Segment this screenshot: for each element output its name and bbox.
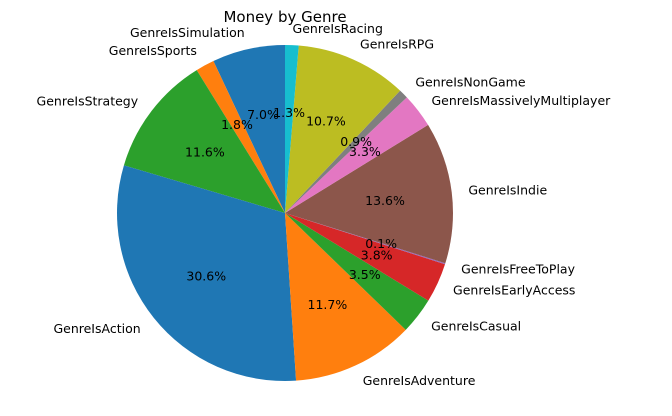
pie-percent-label: 10.7% <box>306 113 346 128</box>
pie-percent-label: 30.6% <box>186 268 226 283</box>
pie-slice-genreisrpg <box>285 45 401 214</box>
pie-category-labels: GenreIsSimulation GenreIsSports GenreIsStr… <box>37 21 612 388</box>
pie-category-label: GenreIsAdventure <box>363 373 476 388</box>
pie-slice-genreisaction <box>117 165 297 381</box>
pie-percent-label: 11.7% <box>308 297 348 312</box>
pie-category-label: GenreIsSimulation <box>130 25 245 40</box>
pie-slice-genreisadventure <box>285 213 406 381</box>
pie-slice-genreissimulation <box>213 45 285 213</box>
pie-slice-genreisindie <box>285 124 453 264</box>
pie-slices <box>117 44 453 381</box>
pie-category-label: GenreIsRacing <box>293 21 383 36</box>
pie-category-label: GenreIsIndie <box>468 183 547 198</box>
pie-percent-label: 3.5% <box>349 267 381 282</box>
pie-percent-label: 11.6% <box>185 144 225 159</box>
pie-category-label: GenreIsSports <box>109 43 197 58</box>
pie-category-label: GenreIsEarlyAccess <box>453 282 575 297</box>
pie-category-label: GenreIsNonGame <box>415 75 525 90</box>
pie-category-label: GenreIsAction <box>53 321 140 336</box>
pie-category-label: GenreIsFreeToPlay <box>461 261 575 276</box>
pie-category-label: GenreIsCasual <box>431 319 521 334</box>
pie-percent-label: 3.8% <box>361 247 393 262</box>
pie-percent-label: 3.3% <box>349 144 381 159</box>
pie-slice-genreisfreetoplay <box>285 213 446 265</box>
pie-slice-genreisracing <box>285 44 299 213</box>
pie-slice-genreisnongame <box>285 90 407 213</box>
pie-slice-genreissports <box>196 61 285 213</box>
pie-percent-labels: 7.0%1.8% 11.6% 30.6% 11.7%3.5% 3.8%0.1% 13.6%… <box>185 105 405 312</box>
chart-title: Money by Genre <box>223 8 346 26</box>
pie-slice-genreiscasual <box>285 213 429 330</box>
pie-percent-label: 1.3% <box>273 105 305 120</box>
pie-slice-genreismassivelymultiplayer <box>285 97 429 213</box>
pie-percent-label: 1.8% <box>221 117 253 132</box>
pie-slice-genreisstrategy <box>123 70 285 213</box>
pie-category-label: GenreIsStrategy <box>37 93 139 108</box>
pie-percent-label: 7.0% <box>247 107 279 122</box>
pie-slice-genreisearlyaccess <box>285 213 445 301</box>
pie-percent-label: 0.1% <box>365 236 397 251</box>
pie-category-label: GenreIsRPG <box>360 37 434 52</box>
pie-percent-label: 0.9% <box>340 134 372 149</box>
pie-percent-label: 13.6% <box>365 193 405 208</box>
pie-category-label: GenreIsMassivelyMultiplayer <box>431 93 611 108</box>
